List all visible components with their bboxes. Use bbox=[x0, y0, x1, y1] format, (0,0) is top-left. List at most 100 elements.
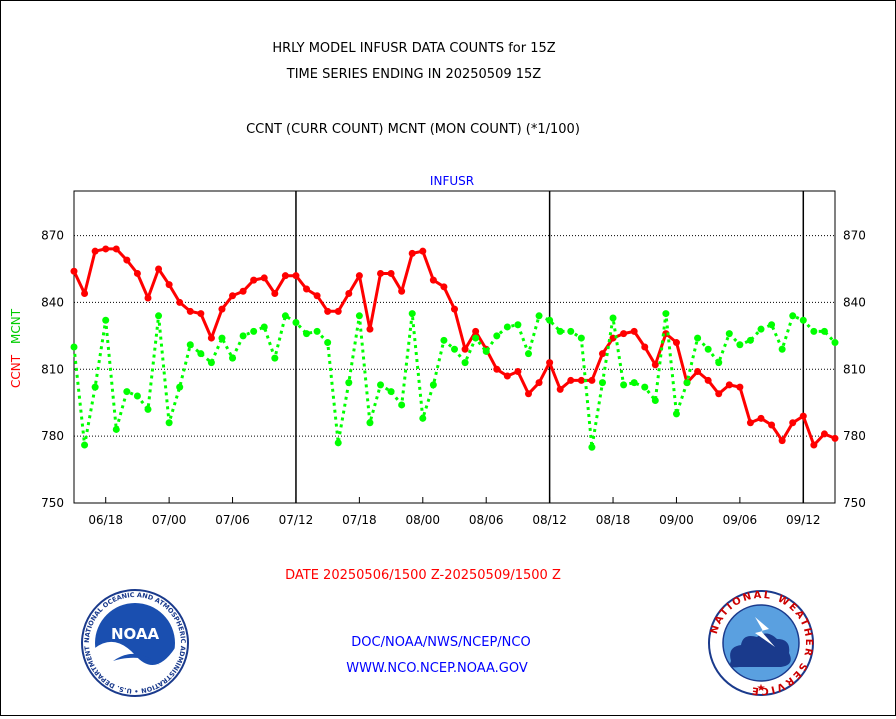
data-point-ccnt bbox=[133, 269, 141, 277]
data-point-mcnt bbox=[387, 388, 395, 396]
xtick-label: 08/06 bbox=[469, 513, 504, 527]
date-range: DATE 20250506/1500 Z-20250509/1500 Z bbox=[285, 568, 561, 583]
data-point-ccnt bbox=[419, 247, 427, 255]
data-point-ccnt bbox=[429, 276, 437, 284]
xtick-label: 07/18 bbox=[342, 513, 377, 527]
data-point-mcnt bbox=[451, 345, 458, 353]
data-point-mcnt bbox=[133, 392, 141, 400]
chart-subtitle: CCNT (CURR COUNT) MCNT (MON COUNT) (*1/1… bbox=[246, 122, 580, 137]
ytick-label-right: 840 bbox=[843, 295, 866, 309]
data-point-mcnt bbox=[292, 318, 300, 326]
data-point-mcnt bbox=[757, 325, 765, 333]
data-point-mcnt bbox=[218, 334, 226, 342]
xtick-label: 09/00 bbox=[659, 513, 694, 527]
data-point-mcnt bbox=[398, 401, 406, 409]
data-point-ccnt bbox=[303, 285, 311, 293]
data-point-mcnt bbox=[81, 441, 89, 449]
grid-layer bbox=[74, 191, 835, 503]
chart-title-line1: HRLY MODEL INFUSR DATA COUNTS for 15Z bbox=[272, 41, 555, 56]
data-point-ccnt bbox=[250, 276, 258, 284]
data-point-ccnt bbox=[577, 376, 585, 384]
data-point-mcnt bbox=[609, 314, 617, 322]
data-point-mcnt bbox=[683, 379, 691, 387]
nco-link-2[interactable]: WWW.NCO.NCEP.NOAA.GOV bbox=[346, 661, 528, 676]
data-point-ccnt bbox=[704, 376, 712, 384]
data-point-mcnt bbox=[472, 334, 480, 342]
data-point-mcnt bbox=[694, 334, 702, 342]
data-point-ccnt bbox=[260, 274, 268, 282]
data-point-ccnt bbox=[176, 298, 184, 306]
data-point-mcnt bbox=[197, 350, 205, 358]
data-point-ccnt bbox=[155, 265, 163, 273]
data-point-mcnt bbox=[239, 332, 247, 340]
data-point-ccnt bbox=[377, 269, 385, 277]
data-point-ccnt bbox=[123, 256, 131, 264]
data-point-ccnt bbox=[746, 419, 754, 427]
data-point-mcnt bbox=[345, 379, 353, 387]
data-point-ccnt bbox=[567, 376, 575, 384]
data-point-ccnt bbox=[324, 307, 332, 315]
data-point-ccnt bbox=[620, 330, 628, 338]
nco-link-1[interactable]: DOC/NOAA/NWS/NCEP/NCO bbox=[351, 635, 530, 650]
ytick-label-left: 840 bbox=[41, 295, 64, 309]
data-point-ccnt bbox=[165, 281, 173, 289]
data-point-mcnt bbox=[524, 350, 532, 358]
data-point-mcnt bbox=[831, 339, 839, 347]
ytick-label-left: 750 bbox=[41, 496, 64, 510]
data-point-ccnt bbox=[218, 305, 226, 313]
data-point-mcnt bbox=[598, 379, 606, 387]
data-point-ccnt bbox=[440, 283, 448, 291]
data-point-mcnt bbox=[789, 312, 797, 320]
data-point-ccnt bbox=[207, 334, 215, 342]
xtick-label: 09/06 bbox=[723, 513, 758, 527]
data-point-ccnt bbox=[197, 310, 205, 318]
data-point-ccnt bbox=[229, 292, 237, 300]
data-point-ccnt bbox=[355, 272, 363, 280]
data-point-mcnt bbox=[429, 381, 437, 389]
data-point-ccnt bbox=[271, 290, 279, 298]
data-point-ccnt bbox=[630, 327, 638, 335]
data-point-ccnt bbox=[598, 350, 606, 358]
data-point-mcnt bbox=[651, 396, 659, 404]
data-point-ccnt bbox=[91, 247, 99, 255]
data-point-mcnt bbox=[165, 419, 173, 427]
data-point-ccnt bbox=[768, 421, 776, 429]
data-point-mcnt bbox=[577, 334, 585, 342]
data-point-ccnt bbox=[144, 294, 152, 302]
data-point-ccnt bbox=[736, 383, 744, 391]
data-point-mcnt bbox=[461, 359, 469, 367]
data-point-mcnt bbox=[334, 439, 342, 447]
data-point-mcnt bbox=[366, 419, 374, 427]
data-point-mcnt bbox=[250, 327, 258, 335]
data-point-ccnt bbox=[292, 272, 300, 280]
data-point-ccnt bbox=[715, 390, 723, 398]
data-point-ccnt bbox=[588, 376, 596, 384]
data-point-mcnt bbox=[70, 343, 78, 351]
data-point-mcnt bbox=[186, 341, 194, 349]
ytick-label-right: 780 bbox=[843, 429, 866, 443]
data-point-mcnt bbox=[440, 336, 448, 344]
data-point-mcnt bbox=[303, 330, 311, 338]
ytick-label-right: 750 bbox=[843, 496, 866, 510]
xtick-label: 08/18 bbox=[596, 513, 631, 527]
data-point-mcnt bbox=[799, 316, 807, 324]
xtick-label: 08/00 bbox=[405, 513, 440, 527]
data-point-ccnt bbox=[789, 419, 797, 427]
data-point-ccnt bbox=[799, 412, 807, 420]
ylabel-mcnt: MCNT bbox=[9, 308, 23, 344]
xtick-label: 08/12 bbox=[532, 513, 567, 527]
noaa-logo-text: NOAA bbox=[111, 625, 160, 643]
data-point-mcnt bbox=[377, 381, 385, 389]
data-point-ccnt bbox=[503, 372, 511, 380]
data-point-ccnt bbox=[186, 307, 194, 315]
data-point-mcnt bbox=[229, 354, 237, 362]
data-point-ccnt bbox=[408, 249, 416, 257]
data-point-ccnt bbox=[831, 434, 839, 442]
data-point-mcnt bbox=[820, 327, 828, 335]
data-point-ccnt bbox=[281, 272, 289, 280]
data-point-ccnt bbox=[461, 345, 469, 353]
data-point-mcnt bbox=[672, 410, 680, 418]
series-layer bbox=[70, 245, 839, 451]
data-point-ccnt bbox=[514, 368, 522, 376]
